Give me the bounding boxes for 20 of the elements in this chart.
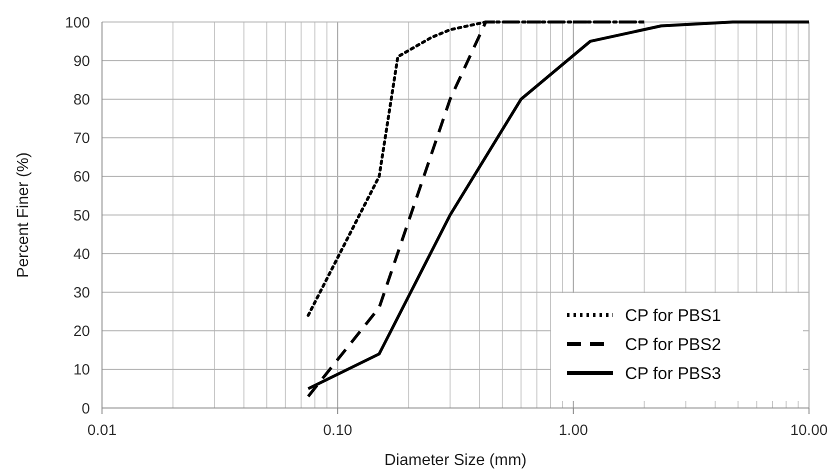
legend-label: CP for PBS3 bbox=[625, 364, 722, 383]
y-tick-label: 90 bbox=[73, 52, 90, 70]
y-tick-label: 50 bbox=[73, 207, 90, 224]
y-tick-label: 80 bbox=[73, 91, 90, 108]
x-tick-label: 1.00 bbox=[558, 422, 588, 439]
x-tick-label: 0.10 bbox=[323, 422, 352, 439]
y-tick-label: 100 bbox=[64, 14, 90, 32]
y-tick-label: 40 bbox=[73, 246, 90, 263]
legend-label: CP for PBS1 bbox=[625, 306, 722, 325]
x-tick-label: 10.00 bbox=[790, 422, 828, 439]
y-tick-label: 0 bbox=[82, 400, 90, 418]
x-axis-title: Diameter Size (mm) bbox=[384, 452, 527, 469]
legend-label: CP for PBS2 bbox=[625, 334, 722, 354]
y-tick-label: 20 bbox=[73, 323, 90, 340]
y-tick-label: 10 bbox=[73, 362, 90, 379]
y-tick-label: 30 bbox=[73, 284, 90, 302]
y-tick-label: 60 bbox=[73, 168, 90, 186]
y-tick-label: 70 bbox=[73, 130, 90, 148]
x-tick-label: 0.01 bbox=[87, 422, 117, 439]
y-axis-title: Percent Finer (%) bbox=[15, 152, 32, 278]
